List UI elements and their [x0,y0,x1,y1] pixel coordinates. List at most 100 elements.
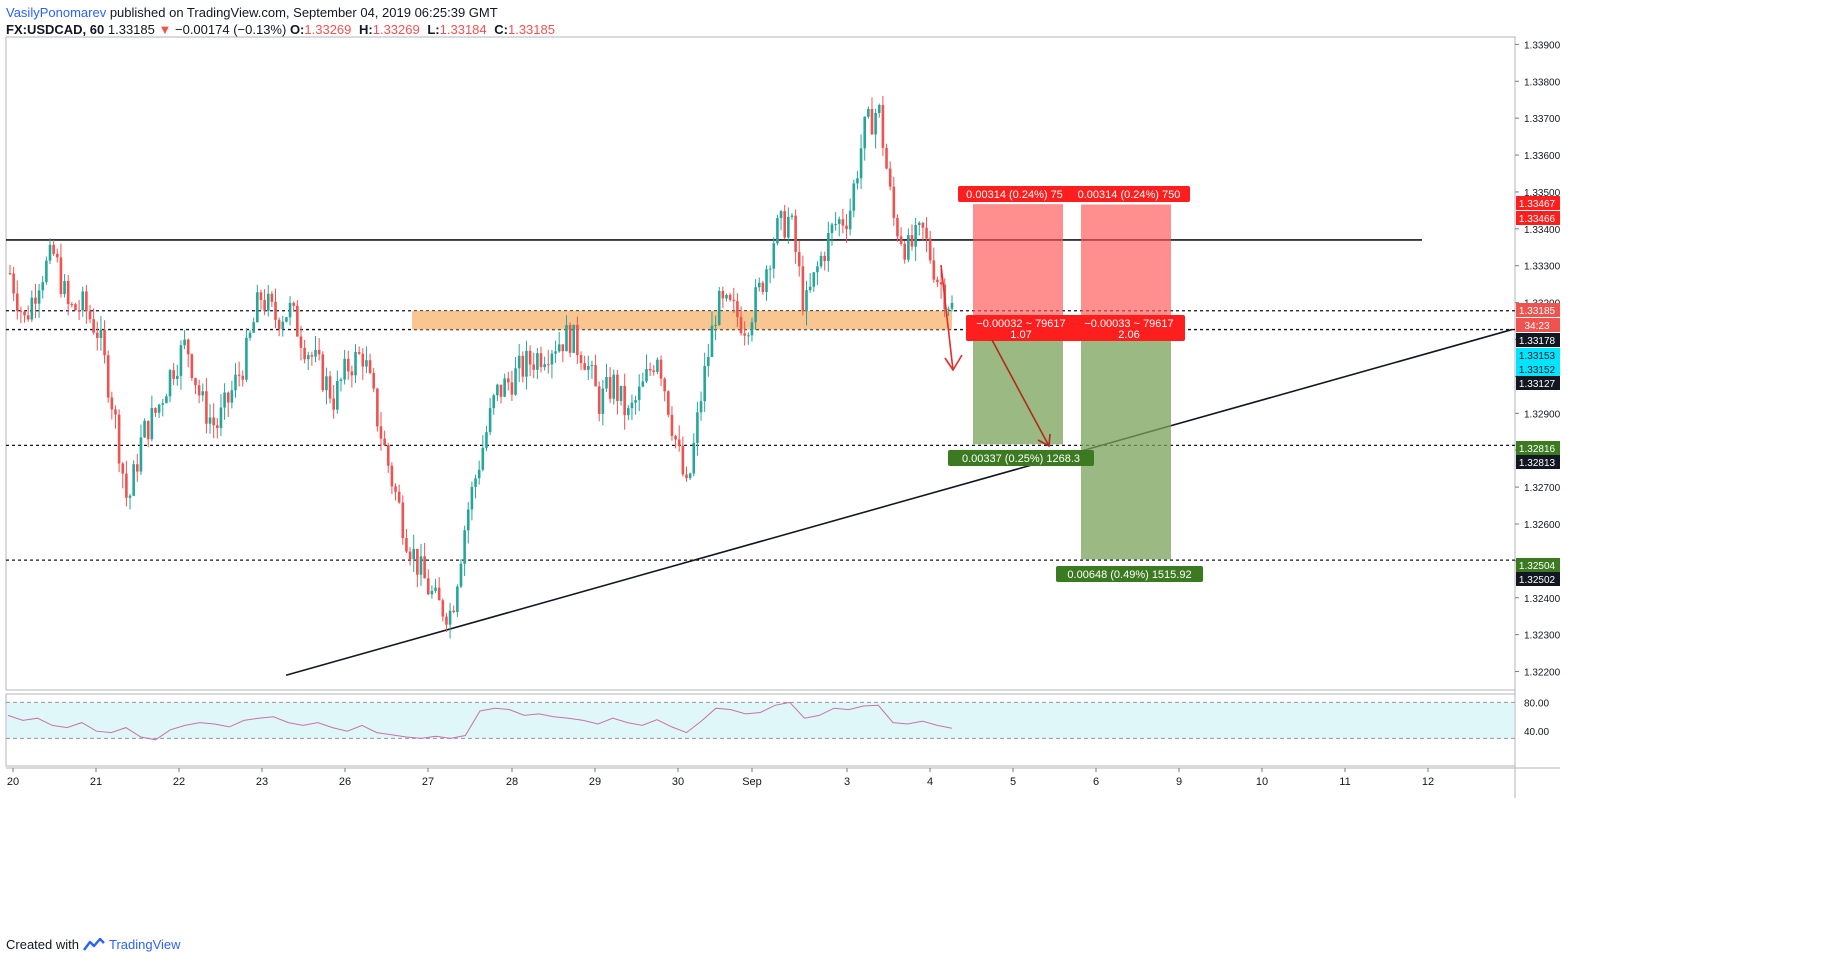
candle-up [808,286,812,291]
down-arrow-icon: ▼ [158,22,172,37]
candle-up [816,266,819,273]
target-label-2-text: 0.00648 (0.49%) 1515.92 [1067,569,1191,581]
price-axis-label-text: 1.32816 [1519,444,1556,455]
candle-up [336,380,339,410]
candle-up [757,282,761,288]
candle-up [950,302,954,309]
published-text: published on TradingView.com, September … [109,5,498,20]
candle-up [63,281,66,295]
candle-up [634,400,637,403]
candle-up [45,260,48,283]
supply-demand-zone [412,310,952,330]
candle-up [707,356,710,367]
price-tick-label: 1.33600 [1524,151,1561,162]
candle-up [750,322,754,336]
candle-down [521,355,525,377]
target-label-1: 0.00337 (0.25%) 1268.3 [948,450,1094,466]
candle-down [936,279,939,283]
candle-down [346,358,350,372]
candle-down [190,354,194,379]
candle-down [172,370,175,379]
candle-down [321,354,325,391]
candle-down [146,420,150,440]
candle-down [270,293,274,302]
candle-up [165,396,168,404]
position-label-2-text: −0.00033 ~ 79617 [1084,318,1173,330]
candle-down [103,329,106,356]
price-axis-label-text: 1.32502 [1519,575,1556,586]
candle-down [383,438,386,446]
candle-down [26,315,30,320]
price-axis-label-text: 1.33467 [1519,199,1556,210]
candle-down [674,435,677,440]
candle-down [259,292,263,301]
candle-up [477,469,481,479]
candle-down [728,294,732,300]
candle-down [892,186,896,218]
candle-down [386,445,390,466]
down-arrow-drawing [940,264,963,372]
candle-up [907,235,910,260]
time-tick-label: 26 [339,776,351,788]
candle-down [328,376,332,399]
symbol-label[interactable]: FX:USDCAD, 60 [6,22,105,37]
candle-down [761,282,765,293]
candle-down [194,378,197,386]
candle-down [797,251,801,267]
candle-up [514,368,517,395]
chart-footer: Created with TradingView [6,937,181,952]
candle-down [394,486,397,492]
price-tick-label: 1.32300 [1524,631,1561,642]
time-tick-label: 12 [1422,776,1434,788]
candle-down [88,311,92,320]
price-axis-label: 1.33466 [1516,211,1560,225]
candle-up [874,112,877,135]
price-axis-label-bg [1516,348,1560,362]
candle-up [768,268,772,270]
price-axis-label-bg [1516,211,1560,225]
countdown-label: 34:23 [1516,318,1560,332]
candle-down [532,364,536,370]
candle-up [176,375,179,379]
time-tick-label: 21 [90,776,102,788]
candle-down [332,398,335,410]
candle-down [721,290,725,299]
candle-down [310,355,314,357]
time-tick-label: 6 [1093,776,1099,788]
candle-down [426,578,430,595]
price-axis-label-text: 1.33178 [1519,336,1556,347]
low-label: L: [427,22,440,37]
tradingview-brand[interactable]: TradingView [108,937,181,952]
time-tick-label: 22 [173,776,185,788]
candle-up [543,364,546,367]
candle-down [423,556,426,579]
candle-down [357,352,361,354]
target-label-2: 0.00648 (0.49%) 1515.92 [1056,566,1203,582]
candle-down [416,548,419,575]
rsi-tick-label: 40.00 [1524,727,1549,738]
price-axis-label-bg [1516,303,1560,317]
candle-up [536,353,539,370]
candle-up [859,148,863,179]
candle-up [132,464,135,496]
candle-up [412,548,416,560]
candle-up [448,610,452,625]
price-axis-label: 1.32816 [1516,441,1560,455]
target-label-2-bg [1056,566,1203,582]
candle-down [794,215,797,252]
candle-up [601,388,605,414]
close-label: C: [494,22,508,37]
projection-arrow-drawing [991,339,1051,448]
candle-down [85,291,88,312]
price-axis-label: 1.33467 [1516,196,1560,210]
candle-up [586,366,590,370]
candle-up [656,359,659,372]
author-link[interactable]: VasilyPonomarev [6,5,107,20]
price-axis-label-text: 1.33185 [1519,306,1556,317]
candle-up [252,322,255,333]
candle-up [776,218,779,244]
position-label-1-bg [966,315,1076,341]
candle-down [110,397,114,410]
